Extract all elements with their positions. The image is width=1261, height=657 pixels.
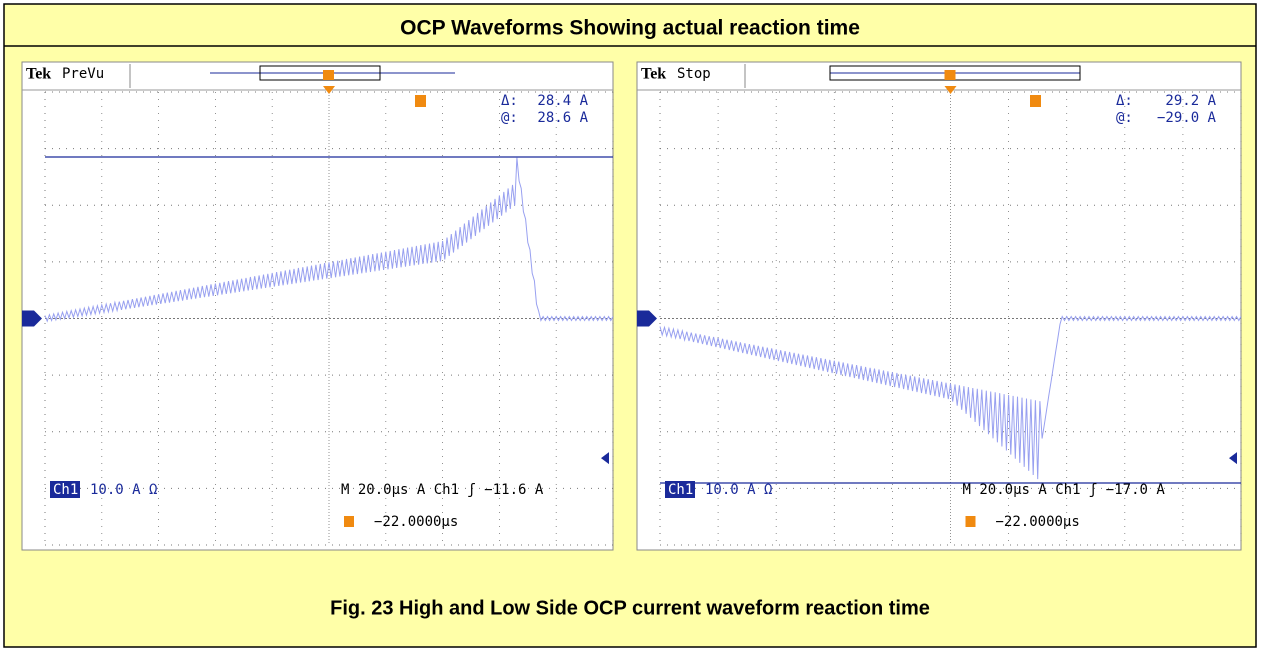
at-value: −29.0 A bbox=[1157, 110, 1217, 126]
channel-badge bbox=[665, 481, 695, 498]
trigger-icon bbox=[1030, 95, 1041, 107]
scope-background bbox=[636, 61, 1242, 551]
delta-label: Δ: bbox=[501, 93, 518, 109]
channel-badge bbox=[50, 481, 80, 498]
delta-value: 29.2 A bbox=[1165, 93, 1216, 109]
waveform bbox=[659, 315, 1242, 480]
trigger-position bbox=[944, 86, 957, 94]
trigger-pos: −22.0000µs bbox=[374, 514, 458, 530]
scope-brand: Tek bbox=[26, 66, 51, 83]
figure-title: OCP Waveforms Showing actual reaction ti… bbox=[400, 17, 860, 40]
scope-screen: Tek PreVu Δ: 28.4 A @: 28.6 A Ch1 10.0 A Ω M 20.… bbox=[21, 61, 614, 551]
delta-value: 28.4 A bbox=[537, 93, 588, 109]
trigger-icon bbox=[415, 95, 426, 107]
channel-label: Ch1 bbox=[53, 482, 78, 498]
channel-label: Ch1 bbox=[668, 482, 693, 498]
scope-brand: Tek bbox=[641, 66, 666, 83]
at-label: @: bbox=[501, 110, 518, 126]
ref-marker bbox=[601, 452, 609, 465]
channel-marker bbox=[637, 310, 657, 327]
trigger-pos-icon bbox=[344, 516, 354, 527]
at-value: 28.6 A bbox=[537, 110, 588, 126]
ref-marker bbox=[1229, 452, 1237, 465]
at-label: @: bbox=[1116, 110, 1133, 126]
waveform bbox=[44, 157, 614, 323]
record-window bbox=[259, 65, 381, 81]
channel-marker bbox=[22, 310, 42, 327]
channel-scale: 10.0 A Ω bbox=[90, 482, 157, 498]
delta-label: Δ: bbox=[1116, 93, 1133, 109]
timebase: M 20.0µs A Ch1 ʃ −11.6 A bbox=[341, 482, 544, 498]
scope-background bbox=[21, 61, 614, 551]
scope-mode: PreVu bbox=[62, 66, 104, 82]
scope-screen: Tek Stop Δ: 29.2 A @: −29.0 A Ch1 10.0 A Ω M 20.… bbox=[636, 61, 1242, 551]
trigger-pos-icon bbox=[965, 516, 976, 527]
timebase: M 20.0µs A Ch1 ʃ −17.0 A bbox=[963, 482, 1166, 498]
scope-mode: Stop bbox=[677, 66, 711, 82]
figure-caption: Fig. 23 High and Low Side OCP current wa… bbox=[330, 597, 930, 619]
trigger-position bbox=[323, 86, 335, 94]
channel-scale: 10.0 A Ω bbox=[705, 482, 772, 498]
trigger-pos: −22.0000µs bbox=[996, 514, 1080, 530]
trigger-marker bbox=[323, 70, 334, 80]
trigger-marker bbox=[944, 70, 956, 80]
